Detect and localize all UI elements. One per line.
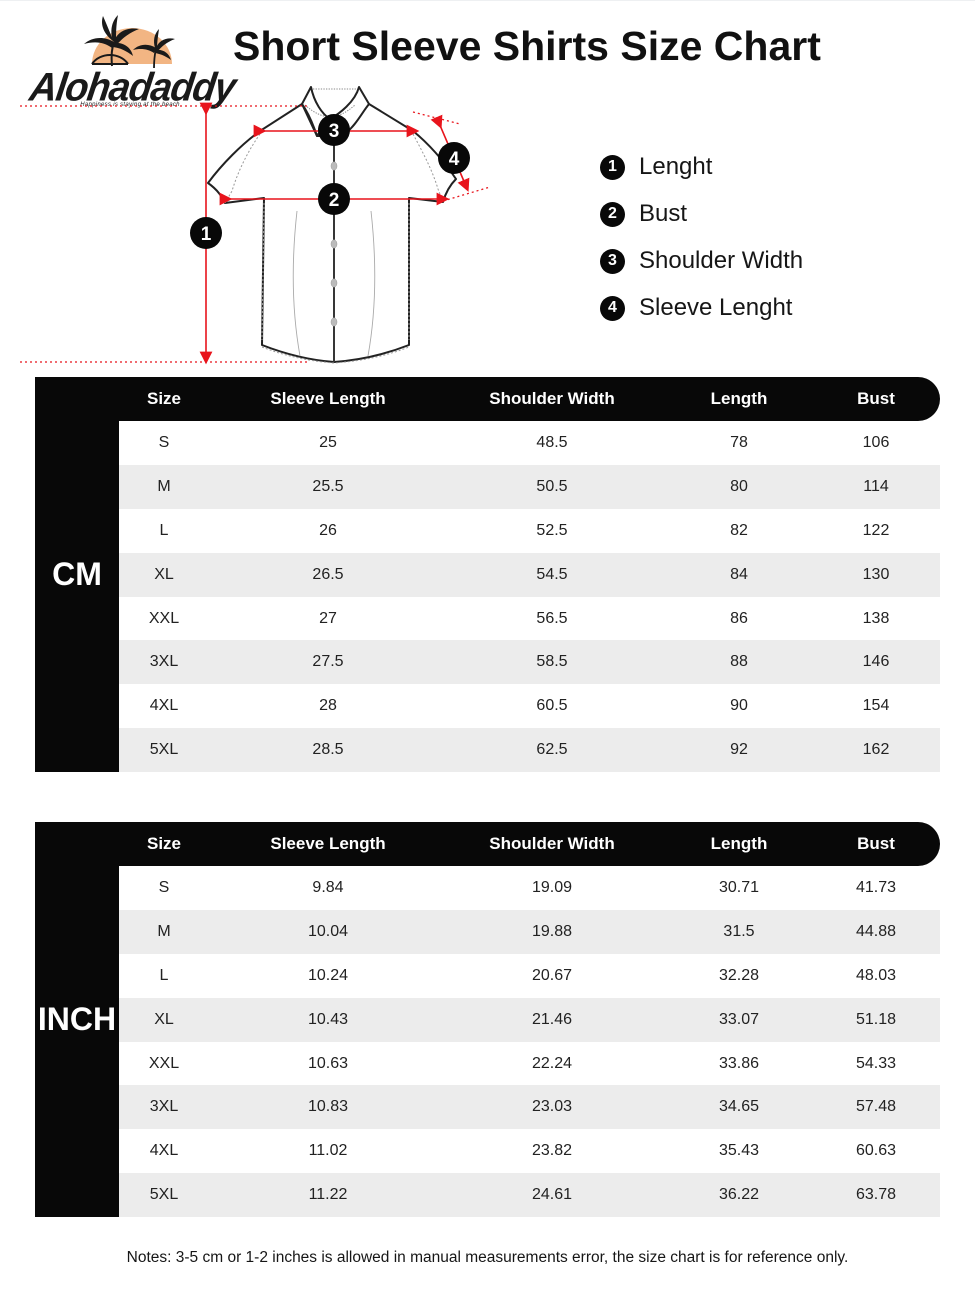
svg-text:3: 3: [329, 121, 340, 142]
svg-text:4: 4: [449, 149, 460, 170]
svg-text:1: 1: [201, 224, 212, 245]
svg-text:2: 2: [329, 190, 340, 211]
